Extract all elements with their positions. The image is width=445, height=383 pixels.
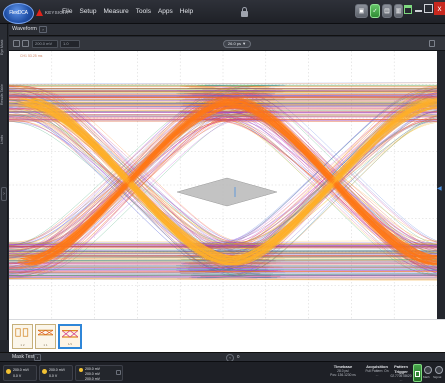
eye-hot-band	[17, 97, 437, 266]
thumbnail-2-caption: 1 1	[43, 343, 48, 347]
trigger-title: Pattern Trigger	[394, 364, 408, 374]
waveform-title: Waveform	[12, 26, 37, 32]
math-line-1: 200.0 mV	[85, 367, 100, 371]
acquisition-line-1: Full Pattern: On	[365, 369, 389, 373]
menu-setup[interactable]: Setup	[79, 8, 97, 15]
timebase-position: Pos: 136.1230 ns	[330, 373, 356, 377]
math-readout[interactable]: 200.0 mV 200.0 mV 200.0 mV	[75, 365, 123, 381]
trigger-line-2: ...	[399, 378, 403, 382]
thumbnail-3[interactable]: 1/1	[58, 324, 82, 349]
dock-tab-eye-mask[interactable]: Eye Mask	[0, 39, 4, 55]
brand-text: KEYSIGHT	[45, 10, 70, 15]
timebase-panel[interactable]: Timebase 28.0 ps/ Pos: 136.1230 ns	[322, 364, 364, 377]
toolbar-glyph-4: ▥	[395, 8, 402, 15]
undock-icon[interactable]	[404, 5, 412, 14]
keysight-logo-icon	[36, 9, 43, 16]
menu-file[interactable]: File	[62, 8, 73, 15]
thumbnail-3-preview-icon	[62, 329, 78, 338]
app-logo-button[interactable]: FlexDCA	[3, 3, 34, 24]
thumbnail-2-preview-icon	[38, 329, 53, 336]
menu-measure[interactable]: Measure	[103, 8, 129, 15]
mask-test-bar: Mask Test › ‹ 0	[0, 352, 445, 362]
math-color-icon	[79, 368, 83, 372]
scale-factor-field[interactable]: 1.0	[60, 40, 80, 48]
dock-tab-results-table[interactable]: Results Table	[0, 84, 4, 106]
menu-bar: FlexDCA KEYSIGHT File Setup Measure Tool…	[0, 0, 445, 24]
vertical-scale-field[interactable]: 200.0 mV	[32, 40, 58, 48]
brand: KEYSIGHT	[36, 8, 69, 17]
toolbar-button-3[interactable]: ▤	[382, 4, 392, 18]
thumbnail-1-preview-icon	[15, 328, 29, 337]
status-bar: 200.0 mV/ 0.0 V 200.0 mV/ 0.0 V 200.0 mV…	[0, 361, 445, 383]
mask-test-title: Mask Test	[12, 354, 35, 360]
signal-button-label: Signal	[433, 375, 442, 379]
horizontal-scale-control[interactable]: 26.0 ps ▼	[223, 40, 251, 48]
toolbar-button-4[interactable]: ▥	[394, 4, 403, 18]
main-menu: File Setup Measure Tools Apps Help	[62, 6, 200, 17]
minimize-icon[interactable]	[414, 4, 423, 13]
dock-expand-button[interactable]: ›	[1, 187, 7, 201]
trigger-level-marker-icon[interactable]: ◀	[437, 186, 442, 192]
thumbnail-strip: 1 2 1 1 1/1	[9, 319, 445, 352]
thumbnail-1[interactable]: 1 2	[12, 324, 33, 349]
signal-button[interactable]	[435, 366, 443, 374]
channel-2-readout[interactable]: 200.0 mV/ 0.0 V	[39, 365, 73, 381]
toolbar-glyph-3: ▤	[384, 8, 390, 15]
left-dock: Eye Mask Results Table Limits ›	[0, 24, 8, 340]
toolbar-glyph-1: ▣	[358, 8, 365, 15]
close-button[interactable]: x	[434, 2, 445, 15]
waveform-menu-button[interactable]: ›	[39, 26, 47, 33]
channel-1-readout[interactable]: 200.0 mV/ 0.0 V	[3, 365, 37, 381]
timebase-scale: 28.0 ps/	[337, 369, 349, 373]
plot-channel-label: CH1 53.25 ms	[20, 54, 43, 58]
lock-icon[interactable]	[241, 7, 248, 17]
eye-diagram-plot[interactable]: CH1 53.25 ms	[9, 51, 437, 319]
trigger-line-1: 02.770578620	[390, 374, 412, 378]
channel-1-offset: 0.0 V	[13, 374, 22, 378]
timebase-title: Timebase	[333, 364, 353, 369]
mask-page-number: 0	[237, 354, 240, 359]
run-icon	[415, 371, 420, 377]
toolbar-button-2[interactable]: ✓	[370, 4, 380, 18]
toolbar-button-1[interactable]: ▣	[355, 4, 368, 18]
math-button-label: Math	[423, 375, 430, 379]
thumbnail-2[interactable]: 1 1	[35, 324, 56, 349]
plot-toolbar: 200.0 mV 1.0 26.0 ps ▼	[9, 37, 445, 51]
channel-2-color-icon	[42, 369, 47, 374]
dock-tab-limits[interactable]: Limits	[0, 134, 4, 144]
acquisition-line-2: ...	[375, 373, 379, 377]
menu-help[interactable]: Help	[179, 8, 194, 15]
run-stop-button[interactable]	[413, 364, 422, 382]
trigger-panel[interactable]: Pattern Trigger 02.770578620 ...	[388, 364, 414, 382]
maximize-icon[interactable]	[424, 4, 433, 13]
menu-apps[interactable]: Apps	[157, 8, 173, 15]
acquisition-panel[interactable]: Acquisition Full Pattern: On ...	[362, 364, 392, 377]
math-line-2: 200.0 mV	[85, 372, 100, 376]
mask-test-expand-button[interactable]: ›	[34, 354, 41, 361]
marker-icon[interactable]	[22, 40, 29, 47]
plot-options-icon[interactable]	[429, 40, 435, 47]
thumbnail-1-caption: 1 2	[20, 343, 25, 347]
channel-2-scale: 200.0 mV/	[49, 368, 65, 372]
channel-2-offset: 0.0 V	[49, 374, 58, 378]
zoom-icon[interactable]	[13, 40, 20, 47]
toolbar-glyph-2: ✓	[372, 8, 378, 15]
math-line-3: 200.0 mV	[85, 377, 100, 381]
waveform-header: Waveform ›	[9, 24, 445, 36]
channel-1-color-icon	[6, 369, 11, 374]
math-button[interactable]	[424, 366, 432, 374]
channel-1-scale: 200.0 mV/	[13, 368, 29, 372]
menu-tools[interactable]: Tools	[135, 8, 151, 15]
mask-polygon	[176, 177, 278, 207]
status-expand-icon[interactable]	[116, 370, 121, 375]
eye-diagram-canvas	[9, 51, 437, 319]
thumbnail-3-caption: 1/1	[67, 342, 73, 346]
acquisition-title: Acquisition	[366, 364, 388, 369]
